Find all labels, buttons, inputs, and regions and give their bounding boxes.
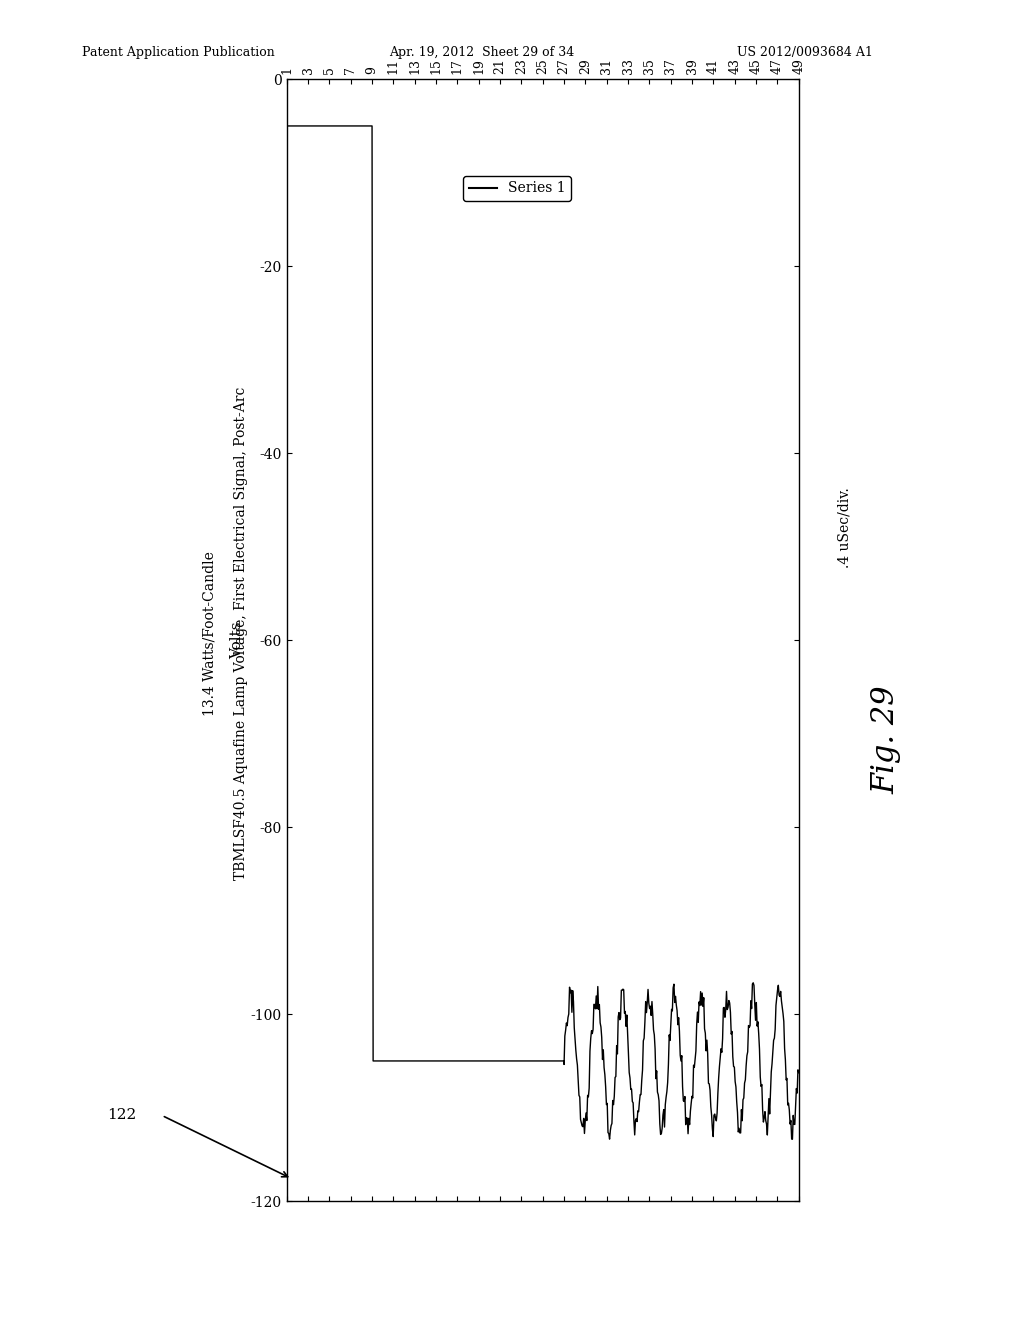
Y-axis label: Volts: Volts (229, 622, 244, 659)
Text: 13.4 Watts/Foot-Candle: 13.4 Watts/Foot-Candle (203, 552, 217, 715)
Legend: Series 1: Series 1 (463, 176, 571, 201)
Text: Patent Application Publication: Patent Application Publication (82, 46, 274, 59)
Text: TBMLSF40.5 Aquafine Lamp Voltage, First Electrical Signal, Post-Arc: TBMLSF40.5 Aquafine Lamp Voltage, First … (233, 387, 248, 880)
Text: Apr. 19, 2012  Sheet 29 of 34: Apr. 19, 2012 Sheet 29 of 34 (389, 46, 574, 59)
Text: Fig. 29: Fig. 29 (870, 685, 901, 793)
Text: US 2012/0093684 A1: US 2012/0093684 A1 (737, 46, 873, 59)
Text: .4 uSec/div.: .4 uSec/div. (838, 487, 852, 569)
Text: 122: 122 (108, 1109, 137, 1122)
